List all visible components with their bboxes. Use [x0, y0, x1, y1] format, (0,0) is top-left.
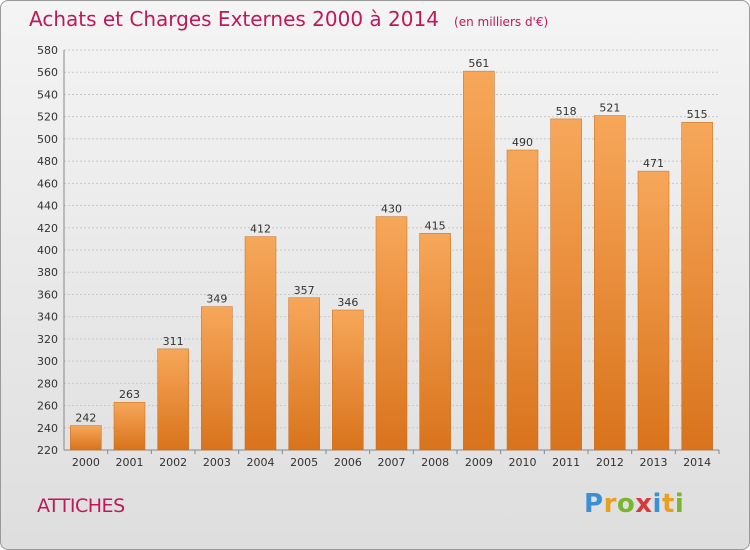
y-tick-label: 520 [37, 111, 58, 124]
y-tick-label: 300 [37, 355, 58, 368]
x-tick-label: 2000 [72, 456, 100, 469]
value-labels: 242 263 311 349 412 357 346 430 415 561 490 518 521 4… [75, 57, 707, 424]
y-tick-label: 280 [37, 377, 58, 390]
y-tick-label: 220 [37, 444, 58, 457]
bar-2000 [70, 425, 102, 451]
value-label: 263 [119, 388, 140, 401]
logo-letter: i [674, 489, 685, 519]
y-tick-label: 360 [37, 288, 58, 301]
bars [70, 70, 713, 451]
x-tick-label: 2002 [159, 456, 187, 469]
x-tick-label: 2001 [116, 456, 144, 469]
bar-2006 [332, 309, 364, 451]
x-tick-label: 2013 [640, 456, 668, 469]
x-tick-label: 2011 [552, 456, 580, 469]
bar-2010 [506, 149, 539, 451]
y-tick-label: 320 [37, 333, 58, 346]
y-tick-label: 400 [37, 244, 58, 257]
title-unit: (en milliers d'€) [454, 15, 549, 29]
y-tick-label: 540 [37, 88, 58, 101]
logo-letter: i [652, 489, 662, 519]
value-label: 349 [206, 293, 227, 306]
x-tick-label: 2003 [203, 456, 231, 469]
x-tick-label: 2008 [421, 456, 449, 469]
y-tick-label: 460 [37, 177, 58, 190]
x-tick-label: 2006 [334, 456, 362, 469]
commune-name: ATTICHES [37, 495, 125, 517]
bar-2012 [594, 115, 626, 451]
value-label: 346 [337, 296, 358, 309]
y-tick-label: 580 [37, 44, 58, 57]
chart-title: Achats et Charges Externes 2000 à 2014 (… [29, 7, 548, 31]
y-tick-label: 240 [37, 422, 58, 435]
value-label: 518 [556, 105, 577, 118]
bar-2009 [463, 70, 495, 451]
value-label: 311 [163, 335, 184, 348]
bar-2007 [375, 216, 408, 451]
value-label: 515 [687, 108, 708, 121]
x-tick-label: 2012 [596, 456, 624, 469]
value-label: 471 [643, 157, 664, 170]
bar-2003 [201, 306, 233, 451]
x-axis: 2000 2001 2002 2003 2004 2005 2006 2007 2008 2009… [72, 450, 720, 469]
x-tick-label: 2007 [378, 456, 406, 469]
value-label: 415 [425, 219, 446, 232]
y-tick-label: 340 [37, 311, 58, 324]
value-label: 430 [381, 203, 402, 216]
value-label: 561 [468, 57, 489, 70]
logo-letter: x [635, 489, 653, 519]
y-tick-label: 380 [37, 266, 58, 279]
bar-2004 [244, 236, 277, 451]
y-tick-label: 480 [37, 155, 58, 168]
value-label: 490 [512, 136, 533, 149]
title-main: Achats et Charges Externes 2000 à 2014 [29, 7, 439, 31]
y-tick-label: 560 [37, 66, 58, 79]
x-tick-label: 2009 [465, 456, 493, 469]
y-tick-label: 260 [37, 400, 58, 413]
value-label: 357 [294, 284, 315, 297]
logo-letter: r [603, 489, 617, 519]
x-tick-label: 2004 [247, 456, 275, 469]
y-tick-label: 500 [37, 133, 58, 146]
value-label: 242 [75, 412, 96, 425]
x-tick-label: 2014 [683, 456, 711, 469]
bar-2005 [288, 297, 320, 451]
bar-2008 [419, 233, 451, 451]
y-tick-label: 420 [37, 222, 58, 235]
bar-2013 [637, 170, 670, 451]
value-label: 521 [599, 102, 620, 115]
proxiti-logo[interactable]: Proxiti [584, 489, 684, 519]
logo-letter: t [661, 489, 675, 519]
bar-2014 [681, 121, 713, 451]
x-tick-label: 2005 [290, 456, 318, 469]
x-tick-label: 2010 [509, 456, 537, 469]
y-tick-label: 440 [37, 200, 58, 213]
bar-2001 [113, 401, 146, 451]
bar-2011 [550, 118, 582, 451]
value-label: 412 [250, 223, 271, 236]
bar-2002 [157, 348, 189, 451]
logo-letter: P [584, 489, 604, 519]
logo-letter: o [616, 489, 636, 519]
